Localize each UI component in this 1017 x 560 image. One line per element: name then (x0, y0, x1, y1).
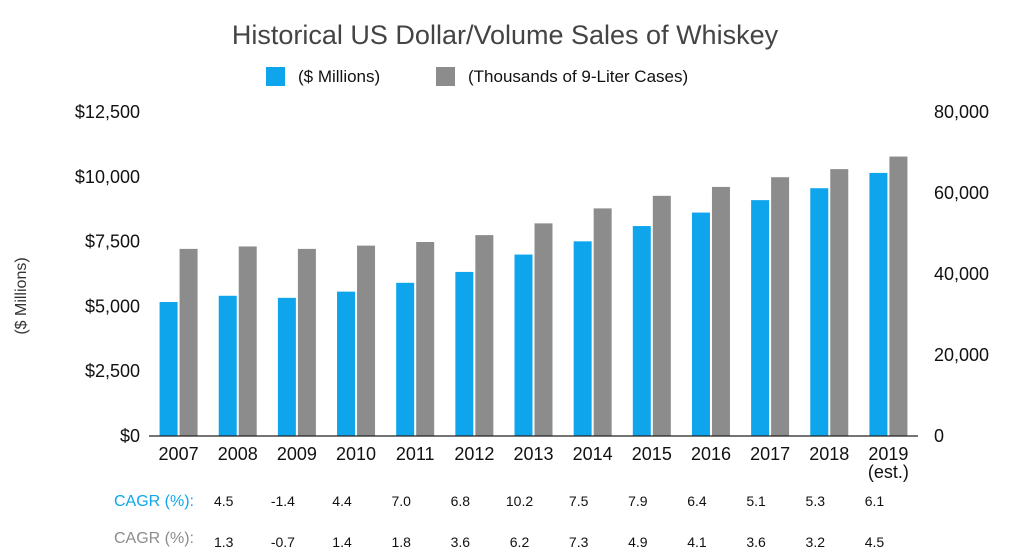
category-label: 2009 (277, 444, 317, 464)
category-label: 2016 (691, 444, 731, 464)
bar-dollars-2010 (337, 291, 356, 436)
category-label: 2018 (809, 444, 849, 464)
category-sublabel: (est.) (868, 462, 909, 482)
right-tick-label: 40,000 (934, 264, 989, 284)
bar-cases-2012 (475, 235, 494, 436)
cagr-value: 10.2 (506, 493, 533, 509)
bar-dollars-2016 (691, 212, 710, 436)
category-labels: 2007 2008 2009 2010 2011 2012 2013 2014 2015 2016… (159, 444, 909, 482)
bar-dollars-2018 (810, 188, 829, 436)
legend-label-cases: (Thousands of 9-Liter Cases) (468, 67, 688, 86)
cagr-label-cases: CAGR (%): (114, 530, 194, 547)
cagr-value: 3.6 (451, 534, 471, 550)
left-tick-label: $2,500 (85, 361, 140, 381)
category-label: 2015 (632, 444, 672, 464)
cagr-value: 3.6 (746, 534, 766, 550)
cagr-value: 1.8 (391, 534, 411, 550)
bar-dollars-2011 (396, 282, 415, 436)
category-label: 2017 (750, 444, 790, 464)
cagr-label-dollars: CAGR (%): (114, 493, 194, 510)
left-tick-label: $7,500 (85, 232, 140, 252)
bar-dollars-2008 (218, 295, 237, 436)
bar-dollars-2019 (869, 172, 888, 437)
bar-cases-2009 (297, 248, 316, 436)
left-tick-label: $12,500 (75, 102, 140, 122)
category-label: 2010 (336, 444, 376, 464)
left-axis-ticks: $0 $2,500 $5,000 $7,500 $10,000 $12,500 (75, 102, 140, 446)
cagr-value: 1.4 (332, 534, 352, 550)
bars (159, 156, 908, 437)
cagr-value: 5.3 (806, 493, 826, 509)
right-tick-label: 60,000 (934, 183, 989, 203)
cagr-value: 4.1 (687, 534, 707, 550)
bar-cases-2017 (771, 177, 790, 436)
bar-dollars-2013 (514, 254, 533, 436)
left-tick-label: $10,000 (75, 167, 140, 187)
category-label: 2007 (159, 444, 199, 464)
cagr-value: 4.5 (214, 493, 234, 509)
cagr-value: 4.9 (628, 534, 648, 550)
category-label: 2019 (868, 444, 908, 464)
legend-swatch-dollars (266, 67, 285, 86)
left-tick-label: $5,000 (85, 296, 140, 316)
cagr-value: 6.8 (451, 493, 471, 509)
chart-title: Historical US Dollar/Volume Sales of Whi… (232, 20, 779, 50)
bar-cases-2008 (238, 246, 257, 436)
cagr-value: 6.2 (510, 534, 530, 550)
legend-swatch-cases (436, 67, 455, 86)
cagr-value: 1.3 (214, 534, 234, 550)
bar-cases-2013 (534, 223, 553, 436)
bar-dollars-2009 (277, 297, 296, 436)
bar-cases-2019 (889, 156, 908, 437)
bar-cases-2011 (416, 242, 435, 436)
bar-cases-2016 (711, 186, 730, 436)
cagr-value: 5.1 (746, 493, 766, 509)
right-tick-label: 20,000 (934, 345, 989, 365)
bar-dollars-2017 (751, 200, 770, 436)
bar-dollars-2014 (573, 241, 592, 436)
cagr-value: 4.4 (332, 493, 352, 509)
legend: ($ Millions) (Thousands of 9-Liter Cases… (266, 67, 688, 86)
cagr-value: 7.9 (628, 493, 648, 509)
bar-dollars-2015 (632, 226, 651, 436)
cagr-value: 6.4 (687, 493, 707, 509)
right-tick-label: 80,000 (934, 102, 989, 122)
right-tick-label: 0 (934, 426, 944, 446)
category-label: 2011 (396, 444, 435, 464)
bar-cases-2014 (593, 208, 612, 436)
category-label: 2013 (513, 444, 553, 464)
y-axis-title: ($ Millions) (13, 257, 30, 334)
cagr-values: 4.5 -1.4 4.4 7.0 6.8 10.2 7.5 7.9 6.4 5.1 5.3 6.1 1.… (214, 493, 884, 550)
cagr-value: 6.1 (865, 493, 885, 509)
bar-cases-2007 (179, 248, 198, 436)
category-label: 2014 (573, 444, 613, 464)
cagr-value: 7.5 (569, 493, 589, 509)
cagr-value: 7.3 (569, 534, 589, 550)
bar-dollars-2012 (455, 271, 474, 436)
cagr-value: 3.2 (806, 534, 826, 550)
cagr-value: -0.7 (271, 534, 295, 550)
cagr-value: 7.0 (391, 493, 411, 509)
cagr-value: 4.5 (865, 534, 885, 550)
bar-dollars-2007 (159, 301, 178, 436)
bar-cases-2018 (830, 169, 849, 437)
left-tick-label: $0 (120, 426, 140, 446)
bar-cases-2010 (357, 245, 376, 436)
right-axis-ticks: 0 20,000 40,000 60,000 80,000 (934, 102, 989, 446)
category-label: 2008 (218, 444, 258, 464)
cagr-value: -1.4 (271, 493, 295, 509)
bar-cases-2015 (652, 195, 671, 436)
legend-label-dollars: ($ Millions) (298, 67, 380, 86)
category-label: 2012 (454, 444, 494, 464)
